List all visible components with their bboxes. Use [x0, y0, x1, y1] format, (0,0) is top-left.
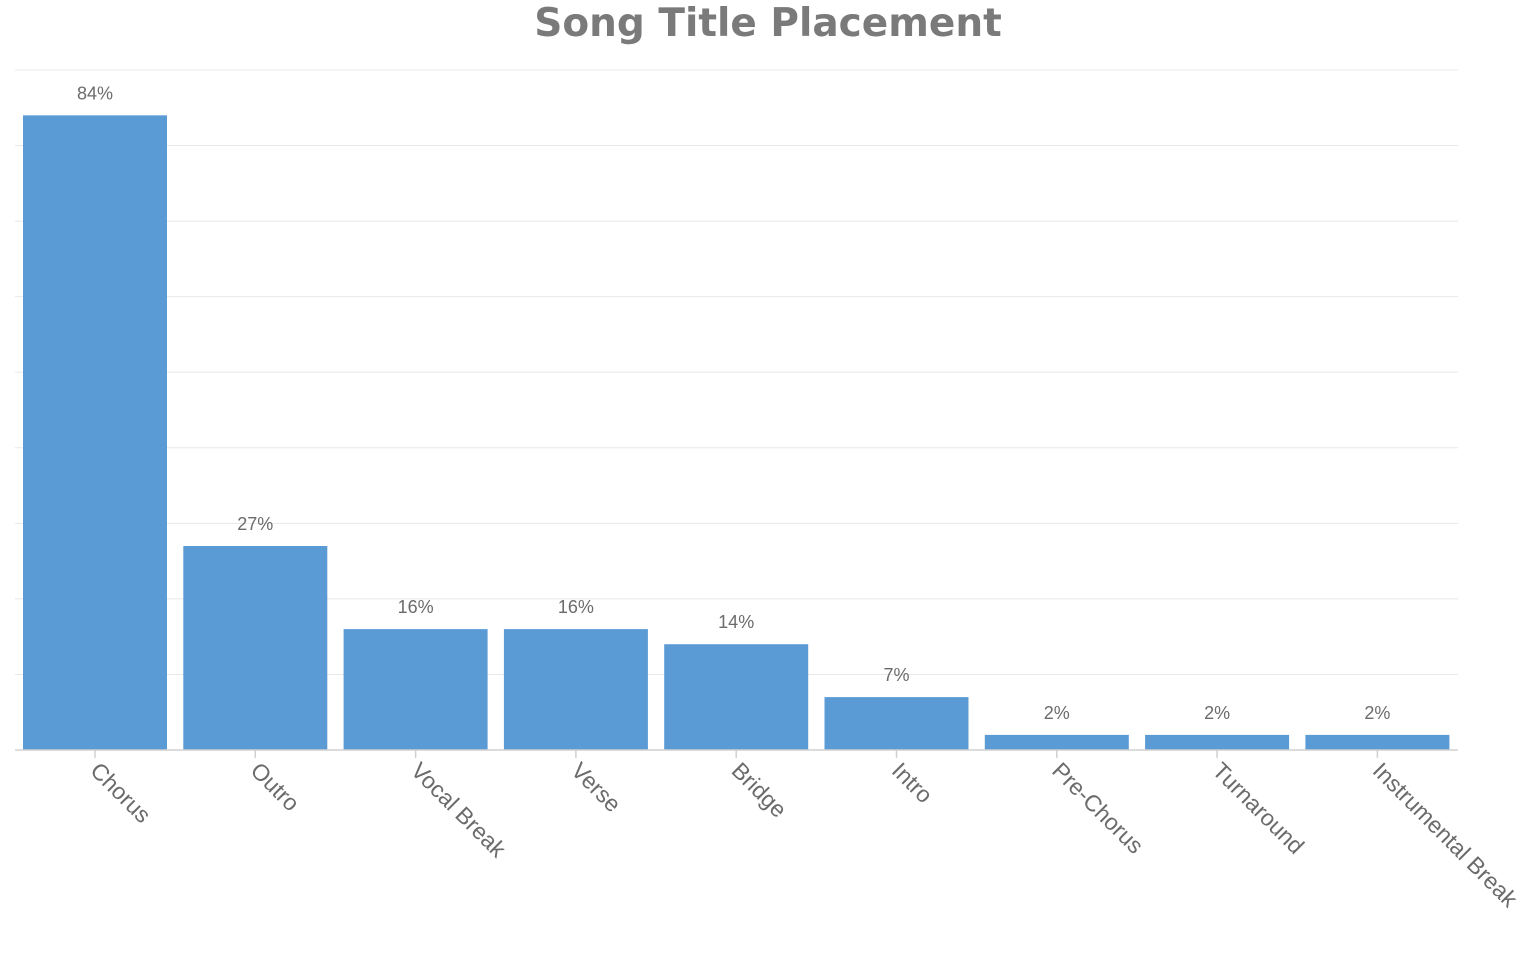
tick-label: Chorus: [85, 757, 156, 828]
bar-bridge: [664, 644, 809, 750]
data-label: 27%: [237, 514, 273, 534]
bar-intro: [824, 697, 969, 750]
data-labels: 84% 27% 16% 16% 14% 7% 2% 2% 2%: [77, 83, 1390, 723]
bars: [23, 115, 1450, 751]
data-label: 84%: [77, 83, 113, 103]
bar-instrumental-break: [1305, 734, 1450, 750]
data-label: 16%: [558, 597, 594, 617]
bar-turnaround: [1145, 734, 1290, 750]
bar-outro: [183, 546, 328, 750]
tick-label: Bridge: [727, 757, 792, 822]
data-label: 2%: [1364, 703, 1390, 723]
tick-label: Pre-Chorus: [1047, 757, 1149, 859]
bar-vocal-break: [343, 629, 488, 750]
data-label: 16%: [398, 597, 434, 617]
data-label: 14%: [718, 612, 754, 632]
tick-label: Verse: [566, 757, 626, 817]
data-label: 2%: [1044, 703, 1070, 723]
tick-label: Instrumental Break: [1368, 757, 1523, 912]
tick-label: Intro: [887, 757, 938, 808]
tick-label: Outro: [246, 757, 305, 816]
x-ticks: Chorus Outro Vocal Break Verse Bridge Intro Pr…: [85, 750, 1523, 912]
chart-title: Song Title Placement: [534, 1, 1002, 46]
bar-chorus: [23, 115, 167, 751]
data-label: 2%: [1204, 703, 1230, 723]
bar-verse: [503, 629, 648, 750]
tick-label: Turnaround: [1208, 757, 1310, 859]
data-label: 7%: [883, 665, 909, 685]
tick-label: Vocal Break: [406, 757, 512, 863]
bar-pre-chorus: [984, 734, 1129, 750]
